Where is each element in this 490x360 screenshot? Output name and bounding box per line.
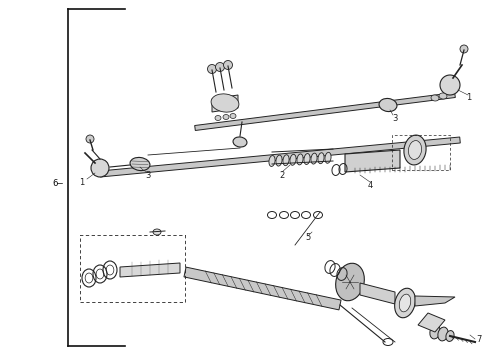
Ellipse shape — [318, 153, 324, 164]
Ellipse shape — [336, 263, 365, 301]
Ellipse shape — [394, 288, 416, 318]
Circle shape — [223, 60, 232, 69]
Text: 3: 3 — [146, 171, 151, 180]
Polygon shape — [195, 93, 455, 130]
Ellipse shape — [215, 116, 221, 121]
Ellipse shape — [269, 156, 275, 166]
Ellipse shape — [379, 98, 397, 112]
Polygon shape — [360, 283, 395, 304]
Ellipse shape — [283, 155, 289, 166]
Ellipse shape — [399, 294, 411, 312]
Ellipse shape — [404, 135, 426, 165]
Circle shape — [207, 64, 217, 73]
Ellipse shape — [409, 140, 421, 159]
Text: 1: 1 — [466, 93, 471, 102]
Ellipse shape — [297, 154, 303, 165]
Circle shape — [440, 75, 460, 95]
Ellipse shape — [290, 154, 296, 165]
Polygon shape — [345, 150, 400, 172]
Ellipse shape — [230, 113, 236, 118]
Ellipse shape — [211, 94, 239, 112]
Polygon shape — [184, 267, 341, 310]
Ellipse shape — [430, 325, 440, 339]
Ellipse shape — [130, 157, 150, 171]
Polygon shape — [418, 313, 445, 332]
Ellipse shape — [153, 229, 161, 235]
Polygon shape — [212, 95, 238, 112]
Ellipse shape — [439, 93, 447, 99]
Ellipse shape — [233, 137, 247, 147]
Ellipse shape — [446, 330, 454, 341]
Circle shape — [91, 159, 109, 177]
Ellipse shape — [438, 327, 448, 341]
Ellipse shape — [276, 155, 282, 166]
Ellipse shape — [311, 153, 317, 164]
Text: 1: 1 — [79, 177, 85, 186]
Text: 2: 2 — [279, 171, 285, 180]
Polygon shape — [415, 296, 455, 306]
Ellipse shape — [431, 95, 439, 101]
Circle shape — [86, 135, 94, 143]
Ellipse shape — [304, 153, 310, 165]
Text: 3: 3 — [392, 113, 398, 122]
Ellipse shape — [223, 114, 229, 120]
Text: 4: 4 — [368, 180, 372, 189]
Polygon shape — [100, 137, 460, 177]
Text: 7: 7 — [476, 336, 481, 345]
Circle shape — [460, 45, 468, 53]
Polygon shape — [120, 263, 180, 277]
Text: 5: 5 — [305, 234, 310, 243]
Circle shape — [216, 63, 224, 72]
Text: 6–: 6– — [53, 179, 64, 188]
Ellipse shape — [325, 152, 331, 163]
